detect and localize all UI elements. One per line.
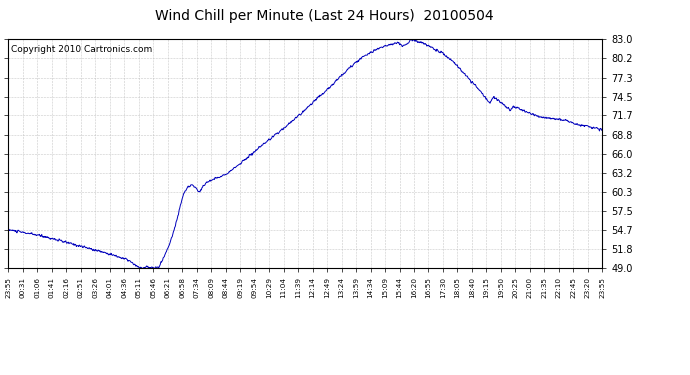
Text: Copyright 2010 Cartronics.com: Copyright 2010 Cartronics.com <box>11 45 152 54</box>
Text: Wind Chill per Minute (Last 24 Hours)  20100504: Wind Chill per Minute (Last 24 Hours) 20… <box>155 9 493 23</box>
